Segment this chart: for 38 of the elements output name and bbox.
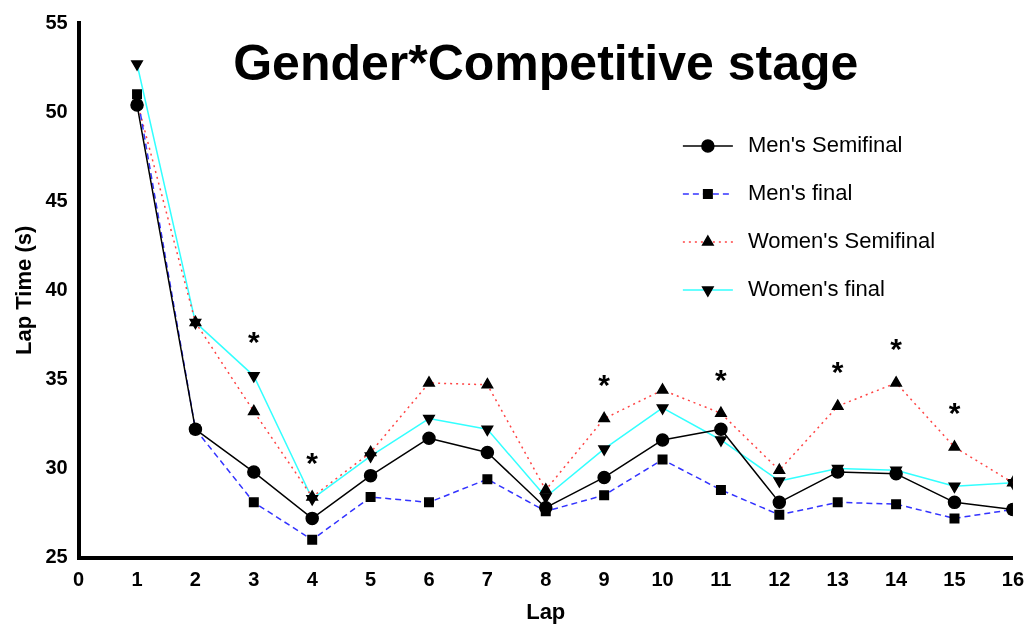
- y-tick-label: 40: [45, 277, 68, 300]
- legend-label: Men's Semifinal: [747, 132, 903, 158]
- legend-label: Men's final: [747, 180, 853, 206]
- y-tick-label: 35: [45, 366, 68, 389]
- annotation: *: [831, 355, 844, 389]
- annotation: *: [890, 332, 903, 366]
- x-tick-label: 3: [248, 568, 260, 591]
- annotation: *: [247, 325, 260, 359]
- chart-title: Gender*Competitive stage: [233, 34, 859, 91]
- x-tick-label: 16: [1001, 568, 1024, 591]
- annotation: *: [948, 396, 961, 430]
- x-tick-label: 12: [768, 568, 791, 591]
- x-tick-label: 5: [365, 568, 377, 591]
- x-axis-title: Lap: [526, 598, 566, 624]
- x-tick-label: 11: [710, 568, 732, 591]
- x-tick-label: 0: [73, 568, 85, 591]
- y-tick-label: 30: [45, 456, 68, 479]
- annotation: *: [598, 367, 611, 401]
- x-tick-label: 8: [540, 568, 552, 591]
- legend-label: Women's Semifinal: [747, 228, 936, 254]
- legend-label: Women's final: [747, 276, 885, 302]
- y-tick-label: 55: [45, 10, 68, 33]
- x-tick-label: 4: [306, 568, 319, 591]
- y-tick-label: 25: [45, 545, 68, 568]
- x-tick-label: 2: [189, 568, 201, 591]
- x-tick-label: 7: [481, 568, 493, 591]
- x-tick-label: 13: [826, 568, 849, 591]
- x-tick-label: 6: [423, 568, 435, 591]
- y-tick-label: 50: [45, 99, 68, 122]
- annotation: *: [715, 362, 728, 396]
- x-tick-label: 14: [884, 568, 909, 591]
- y-axis-title: Lap Time (s): [11, 225, 37, 355]
- x-tick-label: 15: [943, 568, 966, 591]
- annotation: *: [306, 446, 319, 480]
- y-tick-label: 45: [45, 188, 68, 211]
- x-tick-label: 1: [131, 568, 143, 591]
- x-tick-label: 9: [598, 568, 610, 591]
- x-tick-label: 10: [651, 568, 674, 591]
